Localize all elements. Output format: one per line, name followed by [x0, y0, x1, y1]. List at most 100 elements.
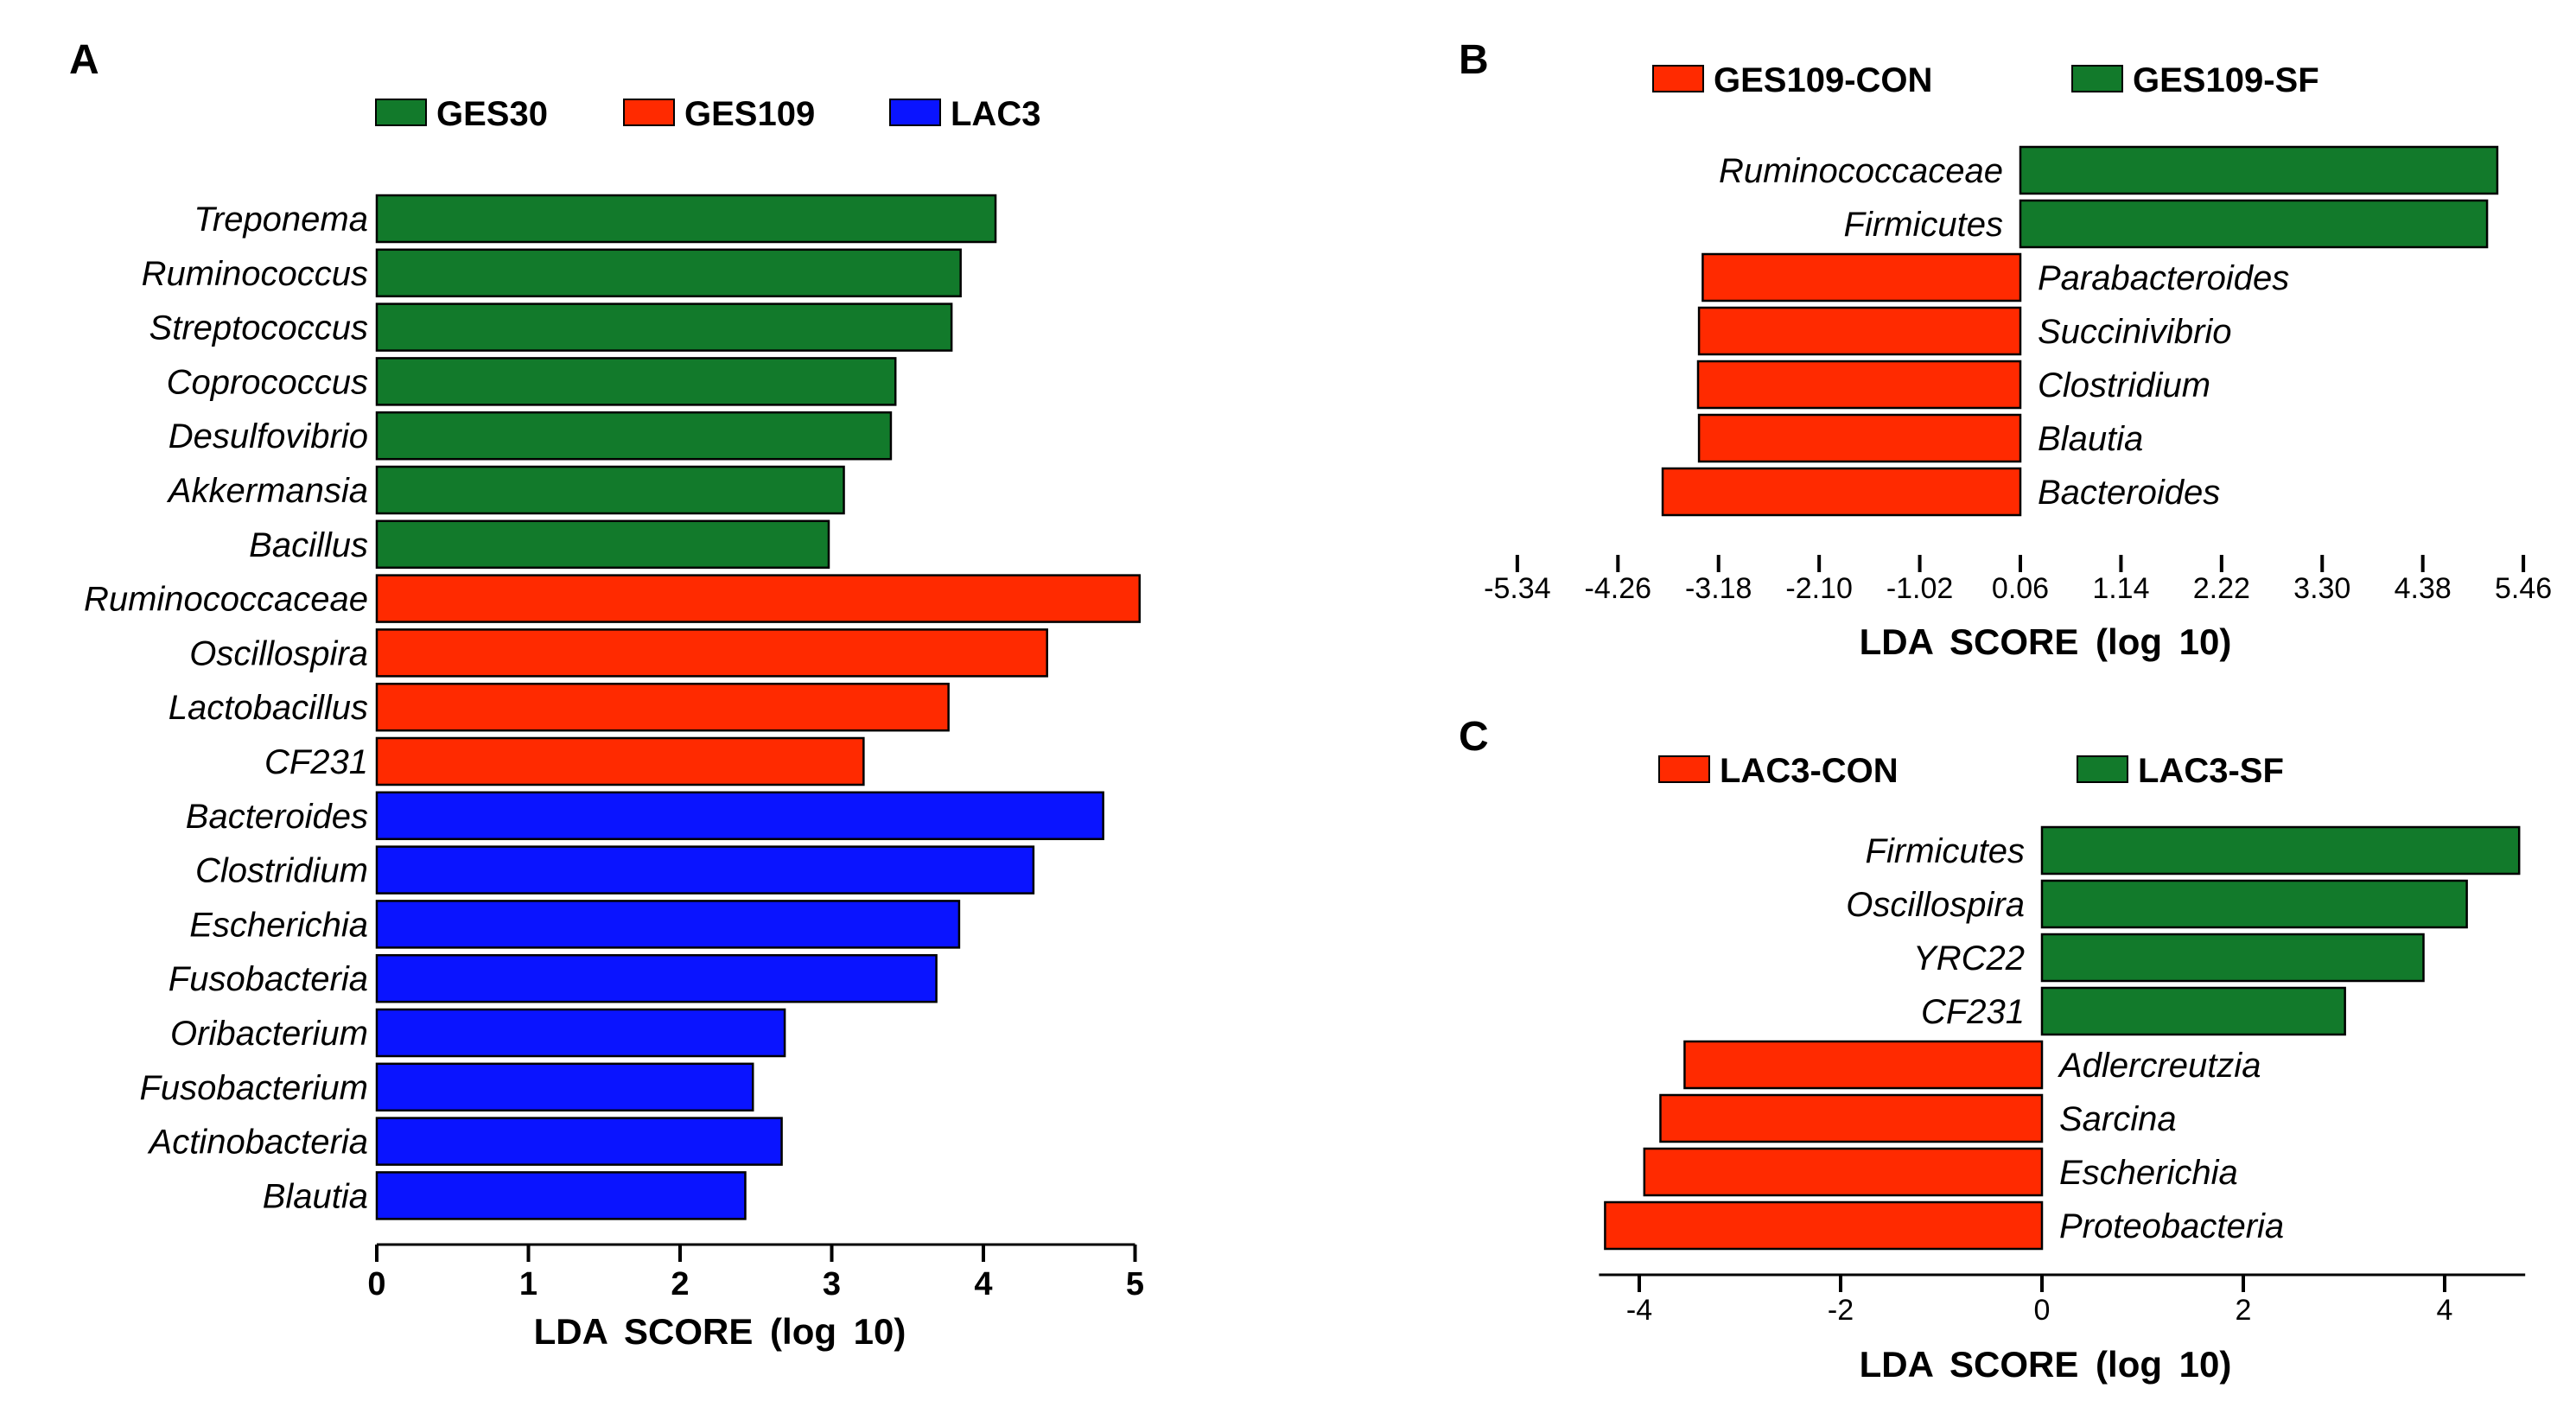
panel-letter-b: B: [1459, 37, 1489, 83]
bar-blautia: [1697, 413, 2022, 463]
bar-escherichia: [375, 900, 961, 949]
category-label-ruminococcus: Ruminococcus: [142, 255, 368, 293]
tick-label: 3: [823, 1266, 841, 1302]
category-label-bacteroides: Bacteroides: [2038, 474, 2220, 512]
legend-item-lac3-con: LAC3-CON: [1658, 752, 1899, 790]
legend-label-ges109-con: GES109-CON: [1714, 61, 1932, 99]
bar-cf231: [375, 736, 865, 786]
panel-c: C LAC3-CON LAC3-SF Firmicutes Oscillospira…: [1459, 714, 2526, 1385]
panel-b: B GES109-CON GES109-SF Ruminococcaceae Fir…: [1459, 37, 2552, 662]
tick-label: 1.14: [2092, 572, 2149, 605]
bar-clostridium: [1696, 360, 2022, 410]
bar-firmicutes: [2040, 825, 2521, 876]
legend-label-ges30: GES30: [436, 95, 548, 133]
legend-swatch-ges30: [375, 99, 427, 126]
bar-ruminococcaceae: [375, 574, 1142, 623]
bar-oscillospira: [375, 628, 1048, 678]
category-label-oribacterium: Oribacterium: [170, 1015, 368, 1053]
legend-swatch-lac3-sf: [2077, 755, 2128, 783]
category-label-ruminococcaceae: Ruminococcaceae: [1719, 152, 2003, 190]
bars-a: Treponema Ruminococcus Streptococcus Coproc…: [84, 194, 1142, 1220]
category-label-clostridium: Clostridium: [2038, 366, 2210, 404]
category-label-sarcina: Sarcina: [2059, 1100, 2177, 1138]
bar-ruminococcaceae: [2019, 145, 2499, 195]
bar-succinivibrio: [1697, 306, 2022, 356]
bar-treponema: [375, 194, 997, 244]
category-label-proteobacteria: Proteobacteria: [2059, 1207, 2284, 1245]
category-label-bacillus: Bacillus: [249, 526, 368, 564]
tick-label: 4: [2437, 1294, 2453, 1327]
category-label-clostridium: Clostridium: [195, 852, 368, 890]
panel-letter-c: C: [1459, 714, 1489, 760]
legend-item-lac3: LAC3: [889, 95, 1040, 133]
bar-bacillus: [375, 519, 830, 570]
bar-oribacterium: [375, 1008, 786, 1058]
tick-label: 0.06: [1992, 572, 2049, 605]
bar-firmicutes: [2019, 199, 2489, 249]
category-label-fusobacteria: Fusobacteria: [169, 960, 368, 998]
bar-cf231: [2040, 986, 2346, 1036]
tick-label: -2.10: [1785, 572, 1853, 605]
category-label-bacteroides: Bacteroides: [186, 798, 368, 836]
category-label-ruminococcaceae: Ruminococcaceae: [84, 581, 368, 619]
legend-label-lac3-sf: LAC3-SF: [2138, 752, 2284, 790]
bar-bacteroides: [375, 791, 1104, 841]
category-label-blautia: Blautia: [263, 1177, 368, 1215]
bars-c: Firmicutes Oscillospira YRC22 CF231 Adlercre…: [1604, 825, 2521, 1251]
bar-oscillospira: [2040, 879, 2468, 929]
bar-fusobacteria: [375, 953, 938, 1003]
x-axis-a: 0 1 2 3 4 5: [367, 1243, 1144, 1302]
category-label-cf231: CF231: [1921, 993, 2025, 1031]
bar-clostridium: [375, 845, 1035, 895]
panel-a: A GES30 GES109 LAC3 Treponema Ruminococcus S…: [69, 37, 1144, 1352]
category-label-actinobacteria: Actinobacteria: [148, 1124, 368, 1162]
tick-label: -4.26: [1585, 572, 1652, 605]
bar-bacteroides: [1661, 467, 2022, 517]
category-label-adlercreutzia: Adlercreutzia: [2058, 1047, 2261, 1085]
tick-label: 2: [671, 1266, 689, 1302]
legend-label-ges109-sf: GES109-SF: [2133, 61, 2319, 99]
tick-label: -4: [1626, 1294, 1652, 1327]
bar-yrc22: [2040, 933, 2425, 983]
bars-b: Ruminococcaceae Firmicutes Parabacteroides…: [1661, 145, 2499, 517]
category-label-cf231: CF231: [264, 743, 368, 781]
category-label-escherichia: Escherichia: [2059, 1154, 2238, 1192]
category-label-firmicutes: Firmicutes: [1844, 206, 2003, 244]
bar-parabacteroides: [1701, 252, 2022, 302]
tick-label: 1: [519, 1266, 537, 1302]
legend-swatch-ges109-sf: [2071, 65, 2123, 92]
tick-label: -1.02: [1886, 572, 1954, 605]
bar-escherichia: [1643, 1147, 2044, 1197]
category-label-escherichia: Escherichia: [189, 906, 368, 944]
tick-label: 0: [367, 1266, 385, 1302]
category-label-yrc22: YRC22: [1913, 939, 2025, 977]
bar-sarcina: [1659, 1093, 2044, 1143]
tick-label: 5: [1126, 1266, 1144, 1302]
legend-swatch-lac3: [889, 99, 941, 126]
category-label-succinivibrio: Succinivibrio: [2038, 313, 2232, 351]
category-label-oscillospira: Oscillospira: [1846, 886, 2025, 924]
category-label-firmicutes: Firmicutes: [1866, 832, 2025, 870]
x-axis-c: -4 -2 0 2 4: [1599, 1273, 2526, 1327]
legend-item-lac3-sf: LAC3-SF: [2077, 752, 2284, 790]
x-axis-title-c: LDA SCORE (log 10): [1860, 1344, 2232, 1385]
tick-label: 4.38: [2395, 572, 2452, 605]
legend-item-ges30: GES30: [375, 95, 548, 133]
tick-label: -5.34: [1484, 572, 1551, 605]
category-label-oscillospira: Oscillospira: [189, 634, 368, 672]
legend-item-ges109: GES109: [623, 95, 815, 133]
x-axis-title-b: LDA SCORE (log 10): [1860, 621, 2232, 662]
category-label-coprococcus: Coprococcus: [167, 363, 368, 401]
category-label-fusobacterium: Fusobacterium: [139, 1069, 368, 1107]
tick-label: 2: [2236, 1294, 2252, 1327]
category-label-desulfovibrio: Desulfovibrio: [169, 417, 368, 455]
legend-a: GES30 GES109 LAC3: [375, 95, 1040, 133]
bar-desulfovibrio: [375, 411, 893, 461]
legend-swatch-lac3-con: [1658, 755, 1710, 783]
legend-b: GES109-CON GES109-SF: [1652, 61, 2319, 99]
tick-label: 0: [2034, 1294, 2051, 1327]
bar-streptococcus: [375, 302, 953, 352]
category-label-parabacteroides: Parabacteroides: [2038, 259, 2289, 297]
x-axis-title-a: LDA SCORE (log 10): [534, 1311, 906, 1352]
